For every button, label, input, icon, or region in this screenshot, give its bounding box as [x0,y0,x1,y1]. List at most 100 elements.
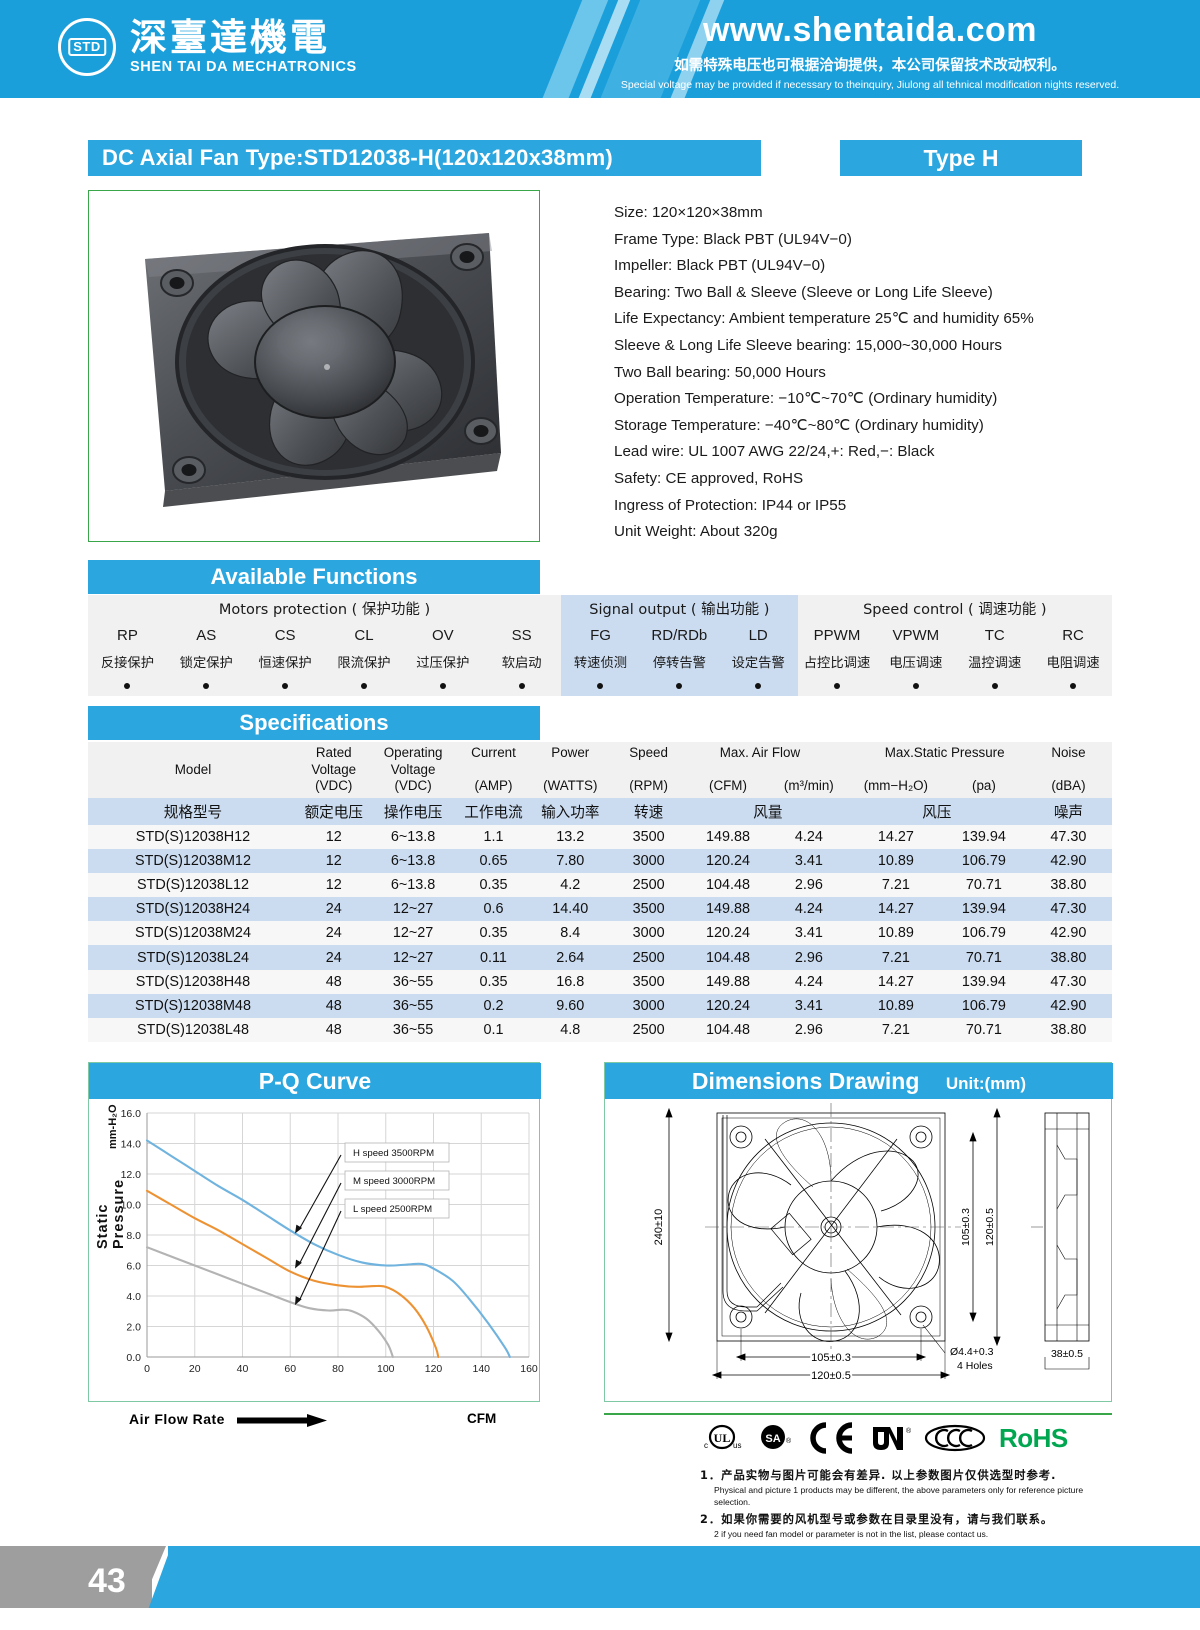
function-label-cn: 停转告警 [639,649,719,674]
function-available-dot [955,674,1035,696]
page-header: STD 深臺達機電 SHEN TAI DA MECHATRONICS www.s… [0,0,1200,98]
function-available-dot [403,674,483,696]
cell-pressure-pa: 139.94 [942,969,1025,994]
cell-current: 0.35 [456,872,531,898]
page-title: DC Axial Fan Type:STD12038-H(120x120x38m… [88,140,761,176]
col-header-cn: 输入功率 [530,797,611,825]
cell-pressure-pa: 70.71 [942,1018,1025,1043]
function-label-cn: 软启动 [482,649,562,674]
cell-speed: 3500 [610,824,687,849]
cell-power: 16.8 [530,969,611,994]
x-axis-label: Air Flow Rate [129,1411,429,1427]
specifications-heading: Specifications [88,706,540,740]
ce-icon [804,1422,856,1454]
col-header-cn: 额定电压 [297,797,370,825]
spec-header-row-cn: 规格型号 额定电压 操作电压 工作电流 输入功率 转速 风量 风压 噪声 [88,797,1112,825]
cell-airflow-m3: 4.24 [768,969,849,994]
spec-item: Size: 120×120×38mm [614,204,763,221]
function-available-dot [876,674,956,696]
function-abbr: RC [1034,621,1112,649]
function-available-dot [561,674,640,696]
cell-pressure-mm: 14.27 [848,824,943,849]
cell-airflow-cfm: 104.48 [687,1018,769,1043]
svg-text:H speed 3500RPM: H speed 3500RPM [353,1148,434,1159]
col-header-rated-voltage: Rated Voltage (VDC) [297,742,370,798]
page-footer: 43 [0,1538,1200,1630]
svg-text:120: 120 [425,1363,443,1375]
cell-speed: 2500 [610,1018,687,1043]
cell-noise: 47.30 [1024,897,1112,922]
function-dot-row [88,674,1112,696]
spec-item: Two Ball bearing: 50,000 Hours [614,363,826,381]
col-header-cn: 工作电流 [456,797,531,825]
table-row: STD(S)12038M48 48 36~55 0.2 9.60 3000 12… [88,993,1112,1018]
available-functions-table: Motors protection ( 保护功能 ) Signal output… [88,595,1112,696]
svg-text:80: 80 [332,1363,344,1375]
cell-noise: 38.80 [1024,1018,1112,1043]
dim-lead-length: 240±10 [653,1209,665,1246]
col-header-cn: 操作电压 [369,797,457,825]
cell-model: STD(S)12038L12 [88,872,298,898]
table-row: STD(S)12038L48 48 36~55 0.1 4.8 2500 104… [88,1018,1112,1043]
cell-operating-voltage: 36~55 [369,993,457,1018]
cell-model: STD(S)12038M24 [88,921,298,946]
cell-power: 9.60 [530,993,611,1018]
col-header-cn: 转速 [610,797,687,825]
cell-pressure-mm: 10.89 [848,848,943,873]
note-en: 2 if you need fan model or parameter is … [714,1529,989,1539]
table-row: STD(S)12038H12 12 6~13.8 1.1 13.2 3500 1… [88,824,1112,849]
spec-item: Unit Weight: About 320g [614,523,778,541]
dim-frame-width: 120±0.5 [811,1370,851,1382]
spec-item: Ingress of Protection: IP44 or IP55 [614,496,847,514]
spec-item: Storage Temperature: −40℃~80℃ (Ordinary … [614,416,984,434]
svg-text:2.0: 2.0 [126,1322,141,1334]
function-abbr: LD [718,621,798,649]
col-header-cn-airflow: 风量 [687,797,849,825]
rohs-label: RoHS [999,1422,1068,1453]
spec-item: Impeller: Black PBT (UL94V−0) [614,257,826,275]
function-group-label: Speed control ( 调速功能 ) [797,595,1112,621]
function-abbr: OV [403,621,483,649]
page-number: 43 [88,1562,126,1600]
col-header-current: Current (AMP) [456,742,531,798]
cell-noise: 47.30 [1024,824,1112,849]
table-row: STD(S)12038M24 24 12~27 0.35 8.4 3000 12… [88,921,1112,946]
cell-noise: 38.80 [1024,945,1112,970]
spec-item: Bearing: Two Ball & Sleeve (Sleeve or Lo… [614,283,993,301]
function-available-dot [88,674,167,696]
type-badge: Type H [840,140,1082,176]
ul-recognized-icon: ® [869,1423,911,1453]
dim-mount-pitch-horizontal: 105±0.3 [811,1352,851,1364]
table-row: STD(S)12038L12 12 6~13.8 0.35 4.2 2500 1… [88,872,1112,898]
cell-operating-voltage: 6~13.8 [369,824,457,849]
dim-mount-pitch-vertical: 105±0.3 [960,1208,972,1246]
function-label-cn: 转速侦测 [561,649,640,674]
logo-mark-text: STD [68,38,106,56]
cell-model: STD(S)12038M12 [88,848,298,873]
website-url[interactable]: www.shentaida.com [702,11,1038,49]
cell-operating-voltage: 12~27 [369,945,457,970]
specification-list: Size: 120×120×38mm Frame Type: Black PBT… [614,200,1114,546]
svg-text:us: us [733,1441,741,1450]
table-row: STD(S)12038H24 24 12~27 0.6 14.40 3500 1… [88,897,1112,922]
function-abbr: AS [166,621,246,649]
cell-speed: 3000 [610,848,687,873]
cell-airflow-m3: 4.24 [768,824,849,849]
dim-thickness: 38±0.5 [1051,1348,1083,1360]
note-en: Physical and picture 1 products may be d… [714,1485,1084,1507]
spec-item: Sleeve & Long Life Sleeve bearing: 15,00… [614,336,1002,354]
cell-airflow-m3: 2.96 [768,872,849,898]
cell-power: 13.2 [530,824,611,849]
cell-speed: 3000 [610,921,687,946]
dimensions-unit-label: Unit:(mm) [945,1074,1027,1093]
spec-item: Lead wire: UL 1007 AWG 22/24,+: Red,−: B… [614,443,935,461]
cell-airflow-m3: 2.96 [768,1018,849,1043]
spec-item: Safety: CE approved, RoHS [614,469,804,487]
function-available-dot [324,674,404,696]
function-abbr: RP [88,621,167,649]
function-abbr: CL [324,621,404,649]
title-row: DC Axial Fan Type:STD12038-H(120x120x38m… [88,140,1112,176]
cell-pressure-mm: 7.21 [848,1018,943,1043]
cell-operating-voltage: 36~55 [369,969,457,994]
